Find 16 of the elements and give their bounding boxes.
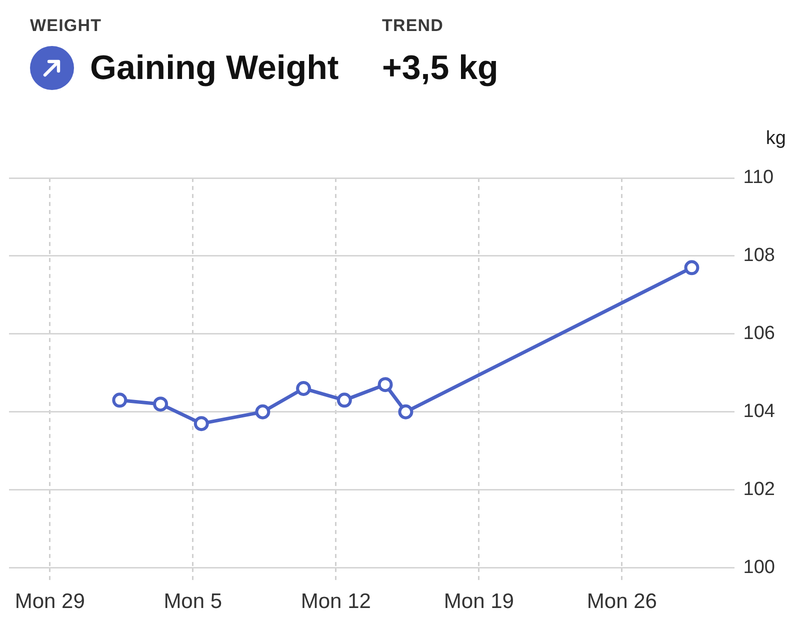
x-tick-label: Mon 19 — [444, 590, 514, 614]
y-tick-label: 108 — [743, 245, 775, 266]
y-tick-label: 106 — [743, 323, 775, 344]
y-tick-label: 100 — [743, 557, 775, 578]
text: TREND — [382, 15, 445, 37]
y-tick-label: 110 — [743, 167, 774, 188]
y-tick-label: 104 — [743, 401, 776, 422]
y-tick-label: 102 — [743, 479, 775, 500]
y-axis-title: kg — [766, 128, 786, 150]
text: Gaining Weight — [90, 48, 339, 89]
x-tick-label: Mon 26 — [586, 590, 657, 614]
text: WEIGHT — [30, 15, 103, 37]
x-tick-label: Mon 12 — [300, 590, 371, 614]
x-tick-label: Mon 29 — [14, 590, 85, 614]
text: +3,5 kg — [382, 48, 498, 89]
x-tick-label: Mon 5 — [164, 590, 222, 614]
